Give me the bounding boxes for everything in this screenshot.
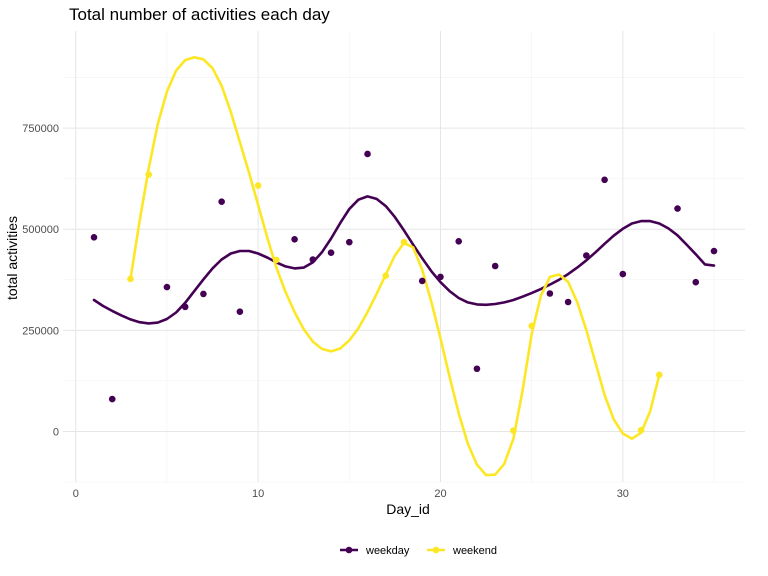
grid-major: [63, 31, 745, 482]
y-tick-labels: 0 250000 500000 750000: [22, 123, 59, 438]
y-tick-label: 500000: [22, 224, 59, 236]
data-point-weekday: [163, 283, 171, 291]
data-point-weekday: [710, 247, 718, 255]
data-point-weekday: [327, 249, 335, 256]
data-point-weekend: [273, 256, 280, 264]
data-point-weekday: [291, 236, 298, 243]
series-line-weekend: [129, 56, 661, 477]
data-point-weekday: [364, 150, 371, 158]
chart-title: Total number of activities each day: [69, 5, 330, 24]
data-point-weekday: [674, 205, 681, 212]
series-line-weekday: [92, 195, 716, 325]
y-tick-label: 250000: [22, 325, 59, 337]
smooth-lines: [92, 56, 716, 477]
legend: weekday weekend: [340, 545, 497, 557]
grid-minor: [63, 31, 745, 483]
data-point-weekend: [510, 427, 517, 434]
data-points: [90, 150, 718, 434]
data-point-weekday: [583, 252, 590, 259]
data-point-weekday: [218, 198, 225, 205]
data-point-weekday: [692, 278, 700, 286]
data-point-weekend: [145, 171, 153, 178]
data-point-weekday: [181, 303, 189, 311]
data-point-weekday: [455, 238, 463, 245]
data-point-weekday: [345, 238, 353, 246]
x-tick-label: 0: [73, 488, 79, 500]
data-point-weekday: [200, 290, 207, 298]
data-point-weekday: [418, 277, 426, 285]
data-point-weekday: [108, 395, 116, 403]
legend-key-point-weekday: [345, 546, 353, 554]
data-point-weekend: [528, 322, 535, 330]
legend-label-weekend: weekend: [452, 545, 497, 557]
y-tick-label: 750000: [22, 123, 59, 135]
x-tick-label: 20: [434, 488, 446, 500]
legend-key-point-weekend: [432, 546, 440, 554]
data-point-weekday: [437, 273, 444, 281]
y-axis-label: total activities: [4, 216, 20, 300]
data-point-weekend: [637, 426, 645, 434]
data-point-weekday: [90, 233, 98, 241]
data-point-weekend: [127, 275, 134, 283]
data-point-weekend: [400, 238, 408, 246]
data-point-weekday: [619, 270, 627, 278]
data-point-weekday: [473, 365, 481, 373]
data-point-weekend: [382, 272, 390, 280]
data-point-weekday: [491, 262, 499, 270]
data-point-weekday: [546, 290, 554, 297]
data-point-weekday: [309, 256, 317, 263]
legend-label-weekday: weekday: [365, 545, 410, 557]
x-tick-label: 30: [617, 488, 629, 500]
data-point-weekday: [564, 298, 572, 306]
y-tick-label: 0: [53, 426, 59, 438]
x-tick-labels: 0 10 20 30: [73, 488, 629, 500]
data-point-weekday: [236, 308, 244, 316]
data-point-weekend: [655, 371, 663, 379]
x-tick-label: 10: [252, 488, 264, 500]
data-point-weekday: [601, 176, 608, 184]
data-point-weekend: [254, 182, 262, 189]
x-axis-label: Day_id: [386, 501, 430, 517]
